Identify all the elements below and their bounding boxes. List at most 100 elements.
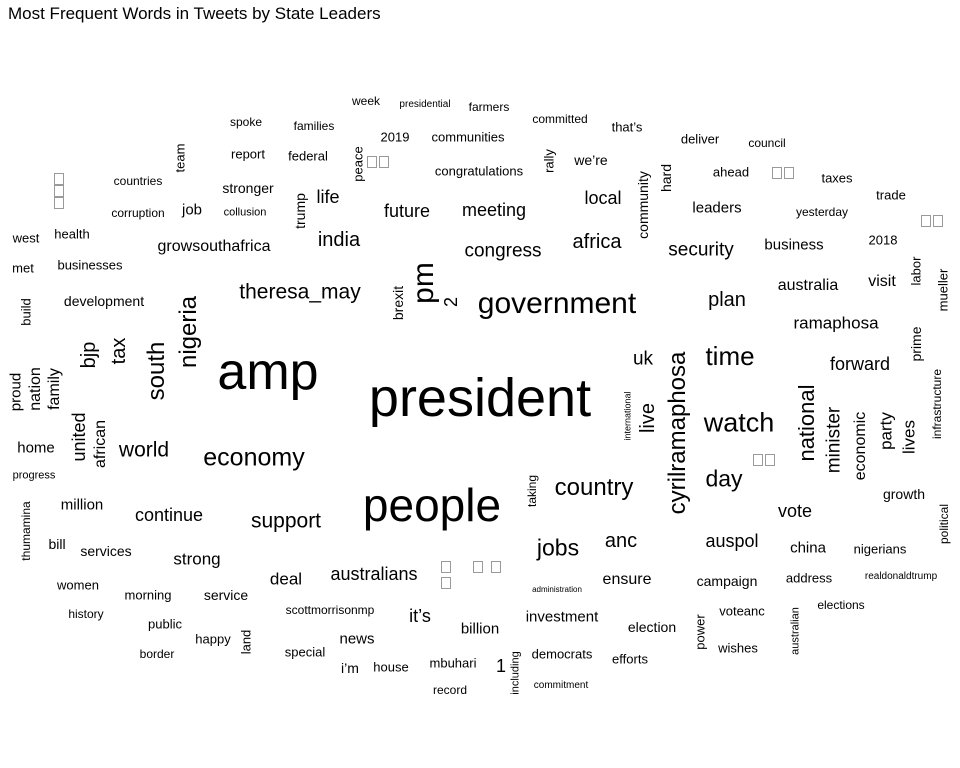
- word-39: australians: [330, 564, 418, 584]
- word-142: administration: [532, 585, 582, 594]
- word-3: government: [477, 287, 637, 320]
- missing-glyph-box-11: [441, 561, 451, 573]
- word-98: special: [284, 644, 326, 660]
- word-40: party: [876, 412, 896, 450]
- word-26: security: [668, 239, 734, 261]
- missing-glyph-box-12: [441, 577, 451, 589]
- word-55: business: [764, 236, 824, 254]
- word-65: community: [635, 171, 651, 239]
- word-120: record: [432, 683, 468, 697]
- word-128: countries: [113, 174, 163, 188]
- word-75: address: [785, 570, 833, 586]
- word-103: wishes: [718, 640, 758, 656]
- word-16: support: [250, 509, 322, 533]
- word-53: leaders: [692, 199, 742, 217]
- word-109: taxes: [821, 170, 853, 186]
- word-45: deal: [269, 569, 303, 589]
- word-105: morning: [124, 587, 172, 603]
- word-42: economic: [852, 411, 869, 481]
- word-6: watch: [703, 407, 775, 438]
- word-82: nigerians: [853, 541, 907, 557]
- word-96: happy: [195, 631, 231, 647]
- word-110: trade: [876, 187, 906, 203]
- word-111: 2019: [380, 129, 410, 145]
- word-7: time: [705, 341, 755, 371]
- missing-glyph-box-7: [921, 215, 931, 227]
- word-23: bjp: [78, 341, 100, 369]
- word-125: families: [293, 119, 335, 133]
- word-91: report: [231, 146, 265, 162]
- word-28: uk: [632, 348, 654, 370]
- word-73: service: [203, 587, 249, 603]
- word-106: public: [148, 616, 182, 632]
- missing-glyph-box-13: [473, 561, 483, 573]
- missing-glyph-box-4: [379, 156, 389, 168]
- word-115: west: [12, 230, 40, 246]
- word-52: growsouthafrica: [157, 238, 271, 255]
- word-44: strong: [173, 549, 221, 569]
- word-17: theresa_may: [239, 280, 361, 304]
- word-123: farmers: [468, 100, 510, 114]
- word-51: australia: [777, 277, 839, 294]
- word-127: council: [748, 136, 786, 150]
- word-11: south: [143, 341, 170, 401]
- word-107: deliver: [680, 131, 720, 147]
- word-78: growth: [882, 486, 926, 502]
- word-20: plan: [708, 289, 746, 311]
- word-35: ramaphosa: [793, 313, 879, 333]
- word-131: border: [139, 647, 175, 661]
- missing-glyph-box-3: [367, 156, 377, 168]
- word-46: ensure: [602, 571, 652, 588]
- word-33: meeting: [461, 200, 527, 220]
- word-25: minister: [823, 406, 845, 474]
- word-4: pm: [407, 262, 440, 304]
- word-64: proud: [7, 372, 25, 412]
- word-85: met: [12, 260, 34, 276]
- word-49: african: [92, 419, 109, 469]
- word-61: job: [181, 201, 203, 219]
- word-32: future: [383, 201, 431, 221]
- word-21: live: [637, 402, 659, 434]
- word-47: family: [46, 368, 63, 410]
- word-133: taking: [525, 474, 539, 508]
- word-100: mbuhari: [429, 655, 477, 671]
- missing-glyph-box-5: [772, 167, 782, 179]
- word-108: that’s: [611, 119, 643, 135]
- missing-glyph-box-2: [54, 197, 64, 209]
- word-104: power: [692, 614, 708, 650]
- word-22: tax: [108, 337, 130, 365]
- word-118: infrastructure: [930, 368, 944, 440]
- word-67: trump: [292, 193, 308, 229]
- word-41: lives: [899, 419, 919, 455]
- missing-glyph-box-14: [491, 561, 501, 573]
- word-34: local: [584, 188, 622, 208]
- word-116: thumamina: [19, 501, 33, 561]
- word-36: vote: [777, 501, 813, 521]
- word-50: visit: [868, 273, 896, 290]
- word-112: communities: [431, 129, 505, 145]
- word-43: it’s: [409, 606, 431, 626]
- missing-glyph-box-1: [54, 185, 64, 197]
- word-102: efforts: [612, 651, 648, 667]
- word-97: land: [238, 629, 254, 655]
- word-92: labor: [908, 256, 924, 286]
- word-31: auspol: [705, 531, 759, 551]
- word-93: mueller: [935, 268, 951, 312]
- word-8: economy: [203, 443, 305, 472]
- word-12: national: [794, 384, 819, 462]
- missing-glyph-box-6: [784, 167, 794, 179]
- word-114: team: [172, 143, 188, 173]
- word-74: campaign: [696, 573, 758, 589]
- word-60: news: [339, 630, 375, 648]
- word-121: elections: [817, 598, 865, 612]
- word-15: world: [118, 438, 170, 462]
- word-48: nation: [27, 367, 44, 411]
- word-87: ahead: [712, 164, 750, 180]
- word-122: week: [351, 94, 381, 108]
- word-58: election: [627, 619, 677, 635]
- word-71: development: [63, 293, 145, 309]
- word-132: history: [68, 607, 104, 621]
- word-56: home: [17, 439, 55, 457]
